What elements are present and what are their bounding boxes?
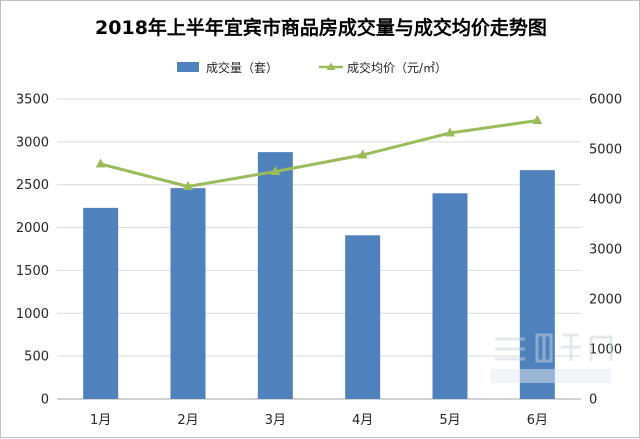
legend-bar-swatch [177,62,199,72]
bar-5m [432,193,468,399]
x-tick-label-3: 4月 [352,413,373,428]
y-left-tick-label-6: 3000 [16,135,49,150]
price-marker-3 [270,166,281,175]
y-left-tick-label-5: 2500 [16,178,49,193]
price-marker-2 [183,181,193,190]
y-left-tick-label-4: 2000 [16,221,49,236]
y-left-tick-label-3: 1500 [16,264,49,279]
legend-line-marker [326,62,336,70]
x-tick-label-2: 3月 [265,413,286,428]
x-tick-label-5: 6月 [527,413,548,428]
y-left-tick-label-2: 1000 [16,307,49,322]
chart-title: 2018年上半年宜宾市商品房成交量与成交均价走势图 [95,16,547,39]
bar-2m [170,188,206,399]
y-right-tick-label-2: 2000 [589,293,622,308]
y-axis-right: 0 1000 2000 3000 4000 5000 6000 [589,93,622,408]
y-left-tick-label-1: 500 [24,350,49,365]
bar-1m [83,207,119,399]
y-axis-left: 0 500 1000 1500 2000 2500 3000 3500 [16,93,49,408]
y-right-tick-label-5: 5000 [589,143,622,158]
y-left-tick-label-0: 0 [41,393,49,408]
y-right-tick-label-1: 1000 [589,343,622,358]
legend-bar-label: 成交量（套） [206,60,278,75]
price-marker-4 [357,149,368,159]
y-right-tick-label-0: 0 [589,393,597,408]
legend: 成交量（套） 成交均价（元/㎡） [177,60,447,75]
gridlines [57,98,581,400]
y-right-tick-label-3: 3000 [589,243,622,258]
line-series [95,115,543,190]
price-line [100,119,538,188]
bar-6m [519,170,555,399]
price-marker-6 [532,115,543,124]
x-tick-label-4: 5月 [439,413,460,428]
y-left-tick-label-7: 3500 [16,93,49,108]
price-marker-1 [95,158,106,168]
bar-3m [257,152,293,399]
y-right-tick-label-6: 6000 [589,93,622,108]
bar-series [83,152,555,399]
x-axis: 1月 2月 3月 4月 5月 6月 [90,413,548,428]
price-marker-5 [445,127,455,137]
bar-4m [345,235,381,399]
legend-line-label: 成交均价（元/㎡） [347,60,447,75]
x-tick-label-0: 1月 [90,413,111,428]
x-tick-label-1: 2月 [177,413,198,428]
y-right-tick-label-4: 4000 [589,193,622,208]
